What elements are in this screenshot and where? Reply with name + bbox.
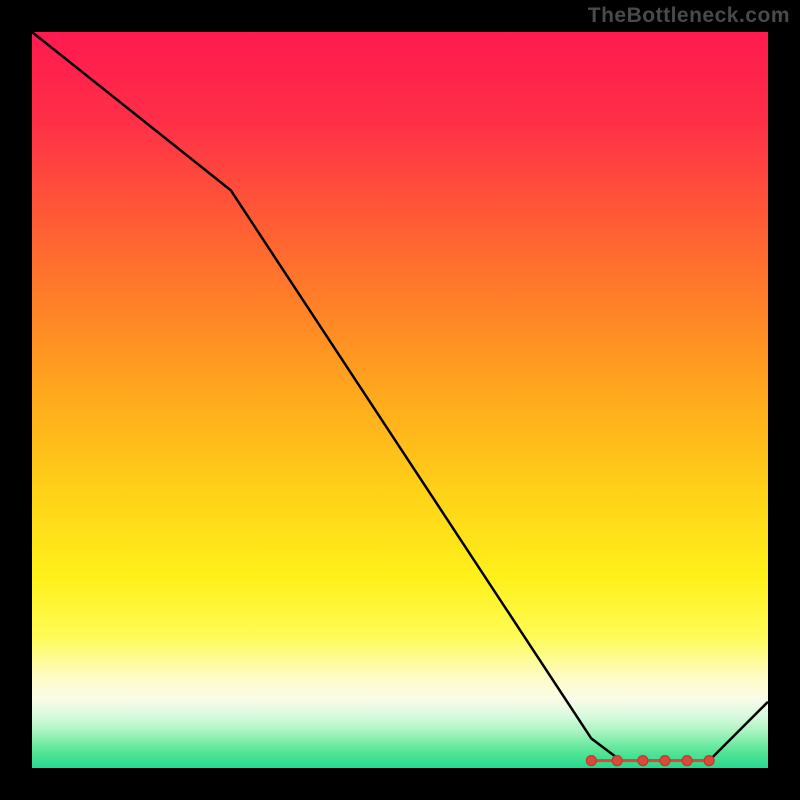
marker-dot — [704, 756, 714, 766]
plot-background — [32, 32, 768, 768]
bottleneck-chart — [0, 0, 800, 800]
marker-dot — [682, 756, 692, 766]
marker-dot — [586, 756, 596, 766]
marker-dot — [612, 756, 622, 766]
marker-dot — [638, 756, 648, 766]
marker-dot — [660, 756, 670, 766]
watermark-text: TheBottleneck.com — [588, 4, 790, 28]
